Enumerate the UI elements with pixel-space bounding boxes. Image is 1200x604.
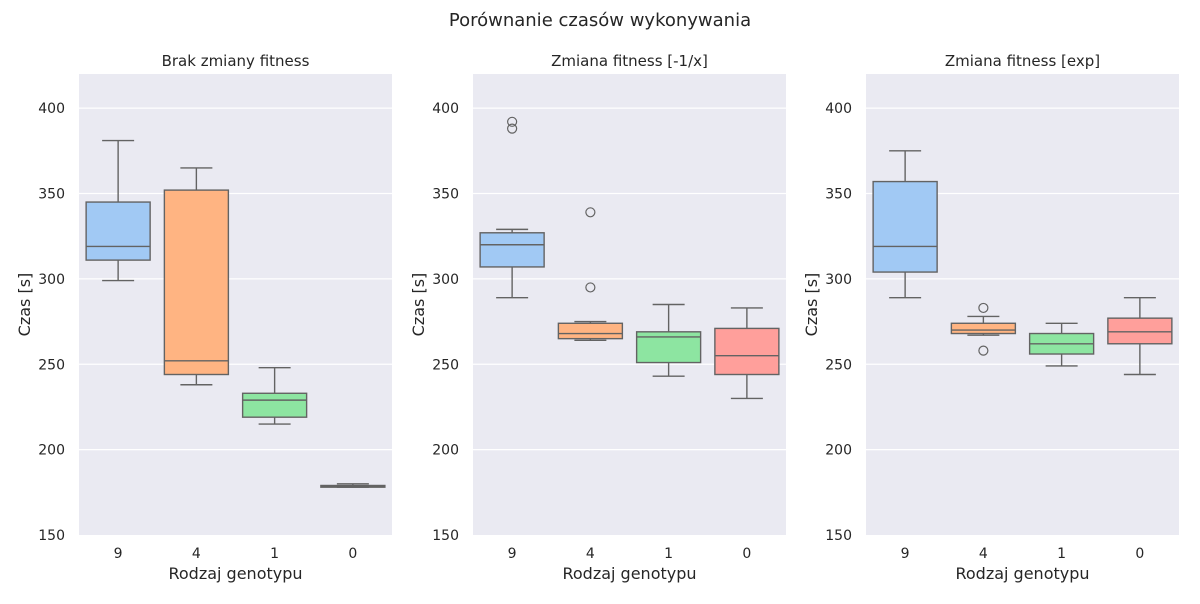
y-tick-label: 350 — [825, 187, 852, 203]
x-axis-label: Rodzaj genotypu — [562, 564, 696, 583]
y-tick-label: 400 — [432, 101, 459, 117]
outlier-point — [978, 345, 989, 356]
box-4 — [557, 322, 624, 340]
y-tick-label: 250 — [432, 357, 459, 373]
x-tick-label: 4 — [979, 546, 988, 562]
x-tick-label: 1 — [270, 546, 279, 562]
outlier-point — [978, 302, 989, 314]
box-4 — [163, 189, 230, 376]
y-tick-label: 200 — [825, 443, 852, 459]
outlier-point — [585, 207, 596, 218]
y-tick-label: 150 — [825, 528, 852, 544]
x-axis-label: Rodzaj genotypu — [955, 564, 1089, 583]
y-tick-label: 150 — [38, 528, 65, 544]
y-tick-label: 200 — [38, 443, 65, 459]
outlier-point — [585, 282, 596, 293]
box-9 — [479, 232, 545, 268]
x-tick-label: 9 — [114, 546, 123, 562]
x-tick-label: 4 — [586, 546, 595, 562]
figure-title: Porównanie czasów wykonywania — [449, 10, 751, 31]
x-tick-label: 0 — [742, 546, 751, 562]
y-tick-label: 300 — [432, 272, 459, 288]
x-tick-label: 1 — [1057, 546, 1066, 562]
plot-area-2 — [473, 74, 786, 535]
x-tick-label: 4 — [192, 546, 201, 562]
box-1 — [241, 392, 308, 418]
box-0 — [1107, 317, 1173, 345]
box-4 — [950, 322, 1017, 335]
box-9 — [85, 201, 151, 261]
plot-area-1 — [79, 74, 392, 535]
x-tick-label: 9 — [901, 546, 910, 562]
y-tick-label: 350 — [432, 187, 459, 203]
y-tick-label: 400 — [38, 101, 65, 117]
x-tick-label: 0 — [348, 546, 357, 562]
y-tick-label: 350 — [38, 187, 65, 203]
x-tick-label: 1 — [664, 546, 673, 562]
y-tick-label: 300 — [38, 272, 65, 288]
outlier-point — [507, 116, 518, 127]
box-9 — [872, 180, 938, 273]
y-axis-label: Czas [s] — [15, 273, 34, 337]
plot-area-3 — [866, 74, 1179, 535]
x-tick-label: 0 — [1135, 546, 1144, 562]
y-tick-label: 400 — [825, 101, 852, 117]
x-tick-label: 9 — [508, 546, 517, 562]
y-axis-label: Czas [s] — [409, 273, 428, 337]
y-tick-label: 150 — [432, 528, 459, 544]
outlier-point — [507, 123, 518, 134]
x-axis-label: Rodzaj genotypu — [168, 564, 302, 583]
panel-title: Zmiana fitness [-1/x] — [551, 52, 708, 70]
panel-title: Zmiana fitness [exp] — [945, 52, 1100, 70]
panel-title: Brak zmiany fitness — [162, 52, 310, 70]
box-0 — [714, 327, 780, 376]
y-tick-label: 200 — [432, 443, 459, 459]
y-axis-label: Czas [s] — [802, 273, 821, 337]
y-tick-label: 250 — [38, 357, 65, 373]
y-tick-label: 250 — [825, 357, 852, 373]
y-tick-label: 300 — [825, 272, 852, 288]
